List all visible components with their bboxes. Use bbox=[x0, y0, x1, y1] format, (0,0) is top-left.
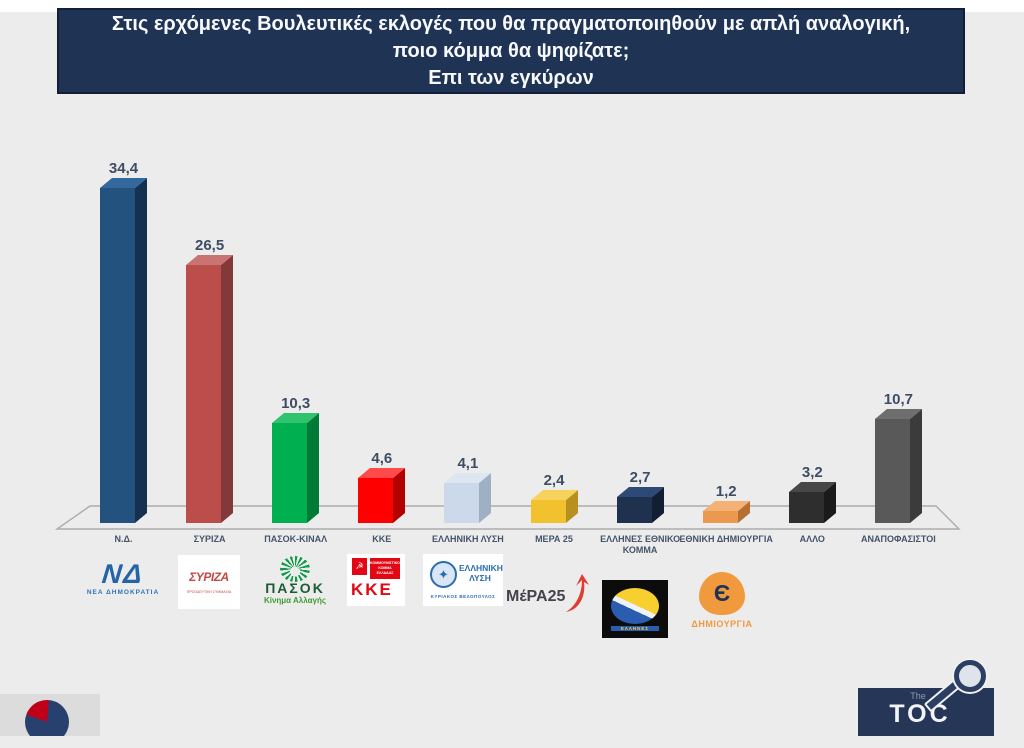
bar-front-face bbox=[702, 511, 738, 523]
bar-value-label: 34,4 bbox=[108, 160, 139, 177]
bar-ΕΛΛΗΝΕΣ ΕΘΝΙΚΟ ΚΟΜΜΑ bbox=[616, 487, 664, 523]
pasok-logo-text: ΠΑΣΟΚ bbox=[265, 580, 325, 596]
bar-front-face bbox=[272, 423, 308, 523]
bar-ΕΛΛΗΝΙΚΗ ΛΥΣΗ bbox=[444, 473, 492, 523]
chart-title-line3: Επι των εγκύρων bbox=[428, 66, 594, 89]
pasok-logo-caption: Κίνημα Αλλαγής bbox=[263, 596, 327, 605]
syriza-logo-text: ΣΥΡΙΖΑ bbox=[189, 570, 229, 584]
bar-front-face bbox=[874, 419, 910, 523]
bar-front-face bbox=[788, 492, 824, 523]
bar-value-label: 2,4 bbox=[543, 472, 565, 489]
elliniki-lysi-logo-text: ΕΛΛΗΝΙΚΗ ΛΥΣΗ bbox=[459, 563, 503, 583]
bar-value-label: 1,2 bbox=[715, 483, 737, 500]
bar-ΠΑΣΟΚ-ΚΙΝΑΛ bbox=[272, 413, 320, 523]
bar-ΑΝΑΠΟΦΑΣΙΣΤΟΙ bbox=[874, 409, 922, 523]
nd-caption: ΝΕΑ ΔΗΜΟΚΡΑΤΙΑ bbox=[86, 589, 160, 596]
bar-front-face bbox=[358, 478, 394, 523]
kke-logo-caption: ΚΟΜΜΟΥΝΙΣΤΙΚΟ ΚΟΜΜΑ ΕΛΛΑΔΑΣ bbox=[370, 558, 400, 579]
bar-value-label: 10,7 bbox=[883, 391, 913, 408]
ellines-emblem-icon bbox=[611, 587, 659, 624]
bar-front-face bbox=[530, 500, 566, 523]
bar-value-label: 4,1 bbox=[457, 455, 479, 472]
bar-ΜΕΡΑ 25 bbox=[530, 490, 578, 523]
bar-value-label: 4,6 bbox=[371, 450, 393, 467]
category-label: Ν.Δ. bbox=[114, 534, 133, 544]
nd-monogram: ΝΔ bbox=[100, 559, 146, 589]
bar-value-label: 10,3 bbox=[281, 395, 311, 412]
syriza-logo: ΣΥΡΙΖΑ ΠΡΟΟΔΕΥΤΙΚΗ ΣΥΜΜΑΧΙΑ bbox=[178, 555, 240, 609]
ellines-logo: ΕΛΛΗΝΕΣ bbox=[602, 580, 668, 638]
category-label: ΑΛΛΟ bbox=[799, 534, 825, 544]
bar-value-label: 3,2 bbox=[801, 464, 823, 481]
category-label: ΠΑΣΟΚ-ΚΙΝΑΛ bbox=[264, 534, 328, 544]
bar-Ν.Δ. bbox=[100, 178, 148, 523]
chart-title-line1: Στις ερχόμενες Βουλευτικές εκλογές που θ… bbox=[111, 12, 911, 35]
thetoc-logo: The TOC bbox=[858, 688, 994, 736]
chart-title-line2: ποιο κόμμα θα ψηφίζατε; bbox=[392, 39, 630, 62]
bar-value-label: 2,7 bbox=[629, 469, 651, 486]
ellines-logo-text: ΕΛΛΗΝΕΣ bbox=[611, 625, 659, 631]
bar-ΕΘΝΙΚΗ ΔΗΜΙΟΥΡΓΙΑ bbox=[702, 501, 750, 523]
elliniki-lysi-logo-caption: ΚΥΡΙΑΚΟΣ ΒΕΛΟΠΟΥΛΟΣ bbox=[430, 594, 496, 599]
bar-side-face bbox=[135, 178, 147, 523]
bar-ΚΚΕ bbox=[358, 468, 406, 523]
mera25-arrow-icon bbox=[566, 574, 589, 612]
kke-hammer-sickle-icon: ☭ bbox=[352, 558, 367, 575]
pasok-logo: ΠΑΣΟΚ Κίνημα Αλλαγής bbox=[250, 556, 340, 605]
chart-background bbox=[0, 12, 1024, 748]
bar-value-label: 26,5 bbox=[194, 237, 225, 254]
bar-ΣΥΡΙΖΑ bbox=[186, 255, 234, 523]
category-label: ΚΚΕ bbox=[372, 534, 392, 544]
magnifier-lens-icon bbox=[954, 660, 986, 692]
kke-logo-text: ΚΚΕ bbox=[351, 580, 393, 599]
thetoc-logo-the: The bbox=[910, 691, 926, 701]
pollster-pie-logo bbox=[25, 700, 69, 736]
mera25-logo-text: ΜέΡΑ25 bbox=[506, 588, 566, 605]
elliniki-lysi-logo: ✦ ΕΛΛΗΝΙΚΗ ΛΥΣΗ ΚΥΡΙΑΚΟΣ ΒΕΛΟΠΟΥΛΟΣ bbox=[423, 554, 503, 606]
bar-side-face bbox=[221, 255, 234, 523]
ethniki-dimiourgia-logo-caption: ΔΗΜΙΟΥΡΓΙΑ bbox=[691, 619, 753, 629]
category-label: ΕΘΝΙΚΗ ΔΗΜΙΟΥΡΓΙΑ bbox=[679, 534, 773, 544]
bar-ΑΛΛΟ bbox=[788, 482, 836, 523]
chart-title: Στις ερχόμενες Βουλευτικές εκλογές που θ… bbox=[57, 8, 965, 94]
bar-front-face bbox=[186, 265, 222, 523]
nd-logo: ΝΔ ΝΕΑ ΔΗΜΟΚΡΑΤΙΑ bbox=[78, 559, 168, 596]
pasok-sun-icon bbox=[280, 556, 310, 582]
bar-side-face bbox=[909, 409, 922, 523]
bar-front-face bbox=[444, 483, 480, 523]
bar-front-face bbox=[616, 497, 652, 523]
category-label: ΜΕΡΑ 25 bbox=[535, 534, 573, 544]
ethniki-dimiourgia-logo: Є bbox=[699, 572, 745, 615]
mera25-logo: ΜέΡΑ25 bbox=[506, 574, 594, 618]
category-label: ΕΛΛΗΝΙΚΗ ΛΥΣΗ bbox=[432, 534, 504, 544]
category-label: ΑΝΑΠΟΦΑΣΙΣΤΟΙ bbox=[860, 534, 936, 544]
elliniki-lysi-emblem-icon: ✦ bbox=[430, 561, 457, 588]
ethniki-dimiourgia-symbol: Є bbox=[713, 580, 731, 606]
bar-front-face bbox=[100, 188, 135, 523]
pollster-logo-box bbox=[0, 694, 100, 736]
category-label: ΕΛΛΗΝΕΣ ΕΘΝΙΚΟ ΚΟΜΜΑ bbox=[600, 534, 681, 555]
bar-side-face bbox=[307, 413, 320, 523]
category-label: ΣΥΡΙΖΑ bbox=[193, 534, 226, 544]
syriza-logo-caption: ΠΡΟΟΔΕΥΤΙΚΗ ΣΥΜΜΑΧΙΑ bbox=[186, 590, 232, 594]
kke-logo: ☭ ΚΟΜΜΟΥΝΙΣΤΙΚΟ ΚΟΜΜΑ ΕΛΛΑΔΑΣ ΚΚΕ bbox=[347, 554, 405, 606]
thetoc-logo-text: TOC bbox=[889, 700, 951, 728]
